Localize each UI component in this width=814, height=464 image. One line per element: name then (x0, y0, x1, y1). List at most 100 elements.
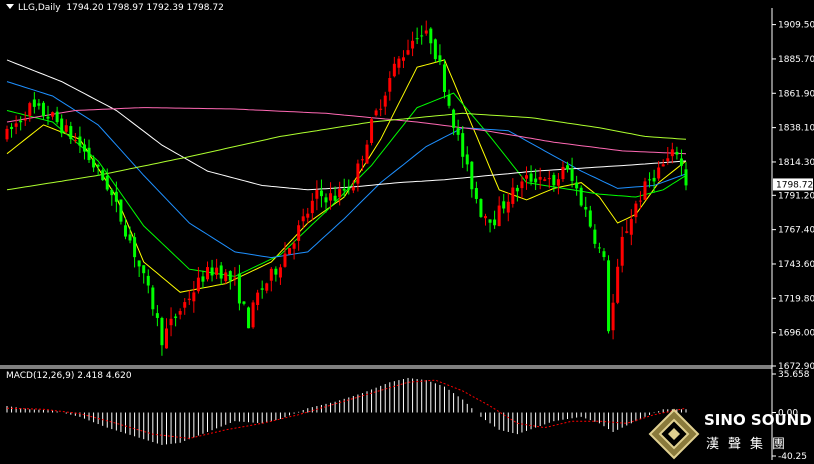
bear-candle (219, 265, 223, 279)
bear-candle (602, 251, 606, 258)
bear-candle (438, 55, 442, 62)
bull-candle (638, 200, 642, 202)
bear-candle (588, 210, 592, 227)
price-tick-label: 1909.50 (778, 21, 814, 31)
bear-candle (128, 234, 132, 241)
chart-header: LLG,Daily 1794.20 1798.97 1792.39 1798.7… (6, 3, 224, 13)
bear-candle (529, 173, 533, 182)
bear-candle (433, 39, 437, 60)
bear-candle (502, 201, 506, 209)
bear-candle (174, 316, 178, 318)
bear-candle (488, 219, 492, 223)
bear-candle (146, 275, 150, 286)
price-tick-label: 1814.30 (778, 158, 814, 168)
bear-candle (123, 225, 127, 237)
bear-candle (114, 191, 118, 202)
bull-candle (547, 178, 551, 180)
bear-candle (110, 189, 114, 196)
macd-axis: 35.658 0.00 -40.25 (772, 370, 810, 462)
bull-candle (634, 203, 638, 218)
bear-candle (347, 187, 351, 190)
bull-candle (356, 163, 360, 184)
bull-candle (365, 144, 369, 164)
price-tick-label: 1696.00 (778, 329, 814, 339)
bull-candle (383, 95, 387, 107)
bull-candle (187, 298, 191, 301)
bull-candle (620, 236, 624, 266)
bear-candle (593, 229, 597, 244)
bull-candle (397, 58, 401, 68)
bear-candle (201, 276, 205, 282)
bull-candle (288, 248, 292, 255)
bull-candle (392, 63, 396, 77)
bear-candle (675, 151, 679, 155)
price-tick-label: 1767.40 (778, 226, 814, 236)
bull-candle (251, 302, 255, 328)
bull-candle (233, 277, 237, 279)
bull-candle (329, 193, 333, 201)
bear-candle (319, 190, 323, 197)
bull-candle (411, 40, 415, 49)
price-tick-label: 1885.70 (778, 55, 814, 65)
bear-candle (679, 158, 683, 166)
bear-candle (429, 28, 433, 44)
bull-candle (511, 187, 515, 204)
bear-candle (479, 199, 483, 217)
macd-header: MACD(12,26,9) 2.418 4.620 (6, 371, 132, 381)
bear-candle (55, 111, 59, 123)
bull-candle (256, 292, 260, 306)
bear-candle (447, 95, 451, 106)
logo-chinese: 漢聲集團 (706, 437, 795, 452)
bull-candle (370, 119, 374, 143)
bull-candle (401, 57, 405, 61)
bear-candle (46, 116, 50, 119)
price-tick-label: 1838.10 (778, 124, 814, 134)
bull-candle (306, 213, 310, 218)
macd-tick-label: -40.25 (778, 452, 807, 462)
bull-candle (164, 328, 168, 349)
bear-candle (465, 154, 469, 165)
dropdown-triangle-icon[interactable] (6, 4, 14, 9)
bear-candle (247, 307, 251, 329)
bear-candle (260, 288, 264, 290)
price-tick-label: 1791.20 (778, 191, 814, 201)
current-price-label: 1798.72 (776, 180, 813, 190)
bull-candle (388, 78, 392, 92)
bear-candle (607, 260, 611, 332)
bull-candle (292, 243, 296, 249)
bear-candle (10, 126, 14, 130)
bear-candle (41, 102, 45, 117)
bull-candle (14, 123, 18, 127)
bear-candle (155, 313, 159, 318)
bull-candle (301, 216, 305, 222)
bull-candle (556, 179, 560, 186)
bear-candle (570, 168, 574, 181)
moving-average-line (6, 112, 687, 191)
bull-candle (520, 181, 524, 189)
bull-candle (64, 125, 68, 132)
bear-candle (470, 161, 474, 190)
bull-candle (670, 149, 674, 157)
bull-candle (506, 201, 510, 213)
bear-candle (324, 197, 328, 203)
bear-candle (60, 118, 64, 134)
bear-candle (584, 206, 588, 210)
bull-candle (424, 30, 428, 34)
bear-candle (119, 199, 123, 222)
candles (5, 20, 688, 356)
bull-candle (625, 231, 629, 233)
moving-average-line (6, 107, 687, 155)
bull-candle (183, 302, 187, 308)
bull-candle (315, 190, 319, 199)
bull-candle (178, 311, 182, 315)
bull-candle (643, 181, 647, 200)
symbol-label: LLG,Daily (18, 3, 61, 13)
bear-candle (228, 271, 232, 281)
bear-candle (579, 187, 583, 206)
bull-candle (196, 277, 200, 292)
bear-candle (32, 99, 36, 107)
bear-candle (137, 260, 141, 267)
bull-candle (666, 158, 670, 162)
bull-candle (265, 283, 269, 291)
